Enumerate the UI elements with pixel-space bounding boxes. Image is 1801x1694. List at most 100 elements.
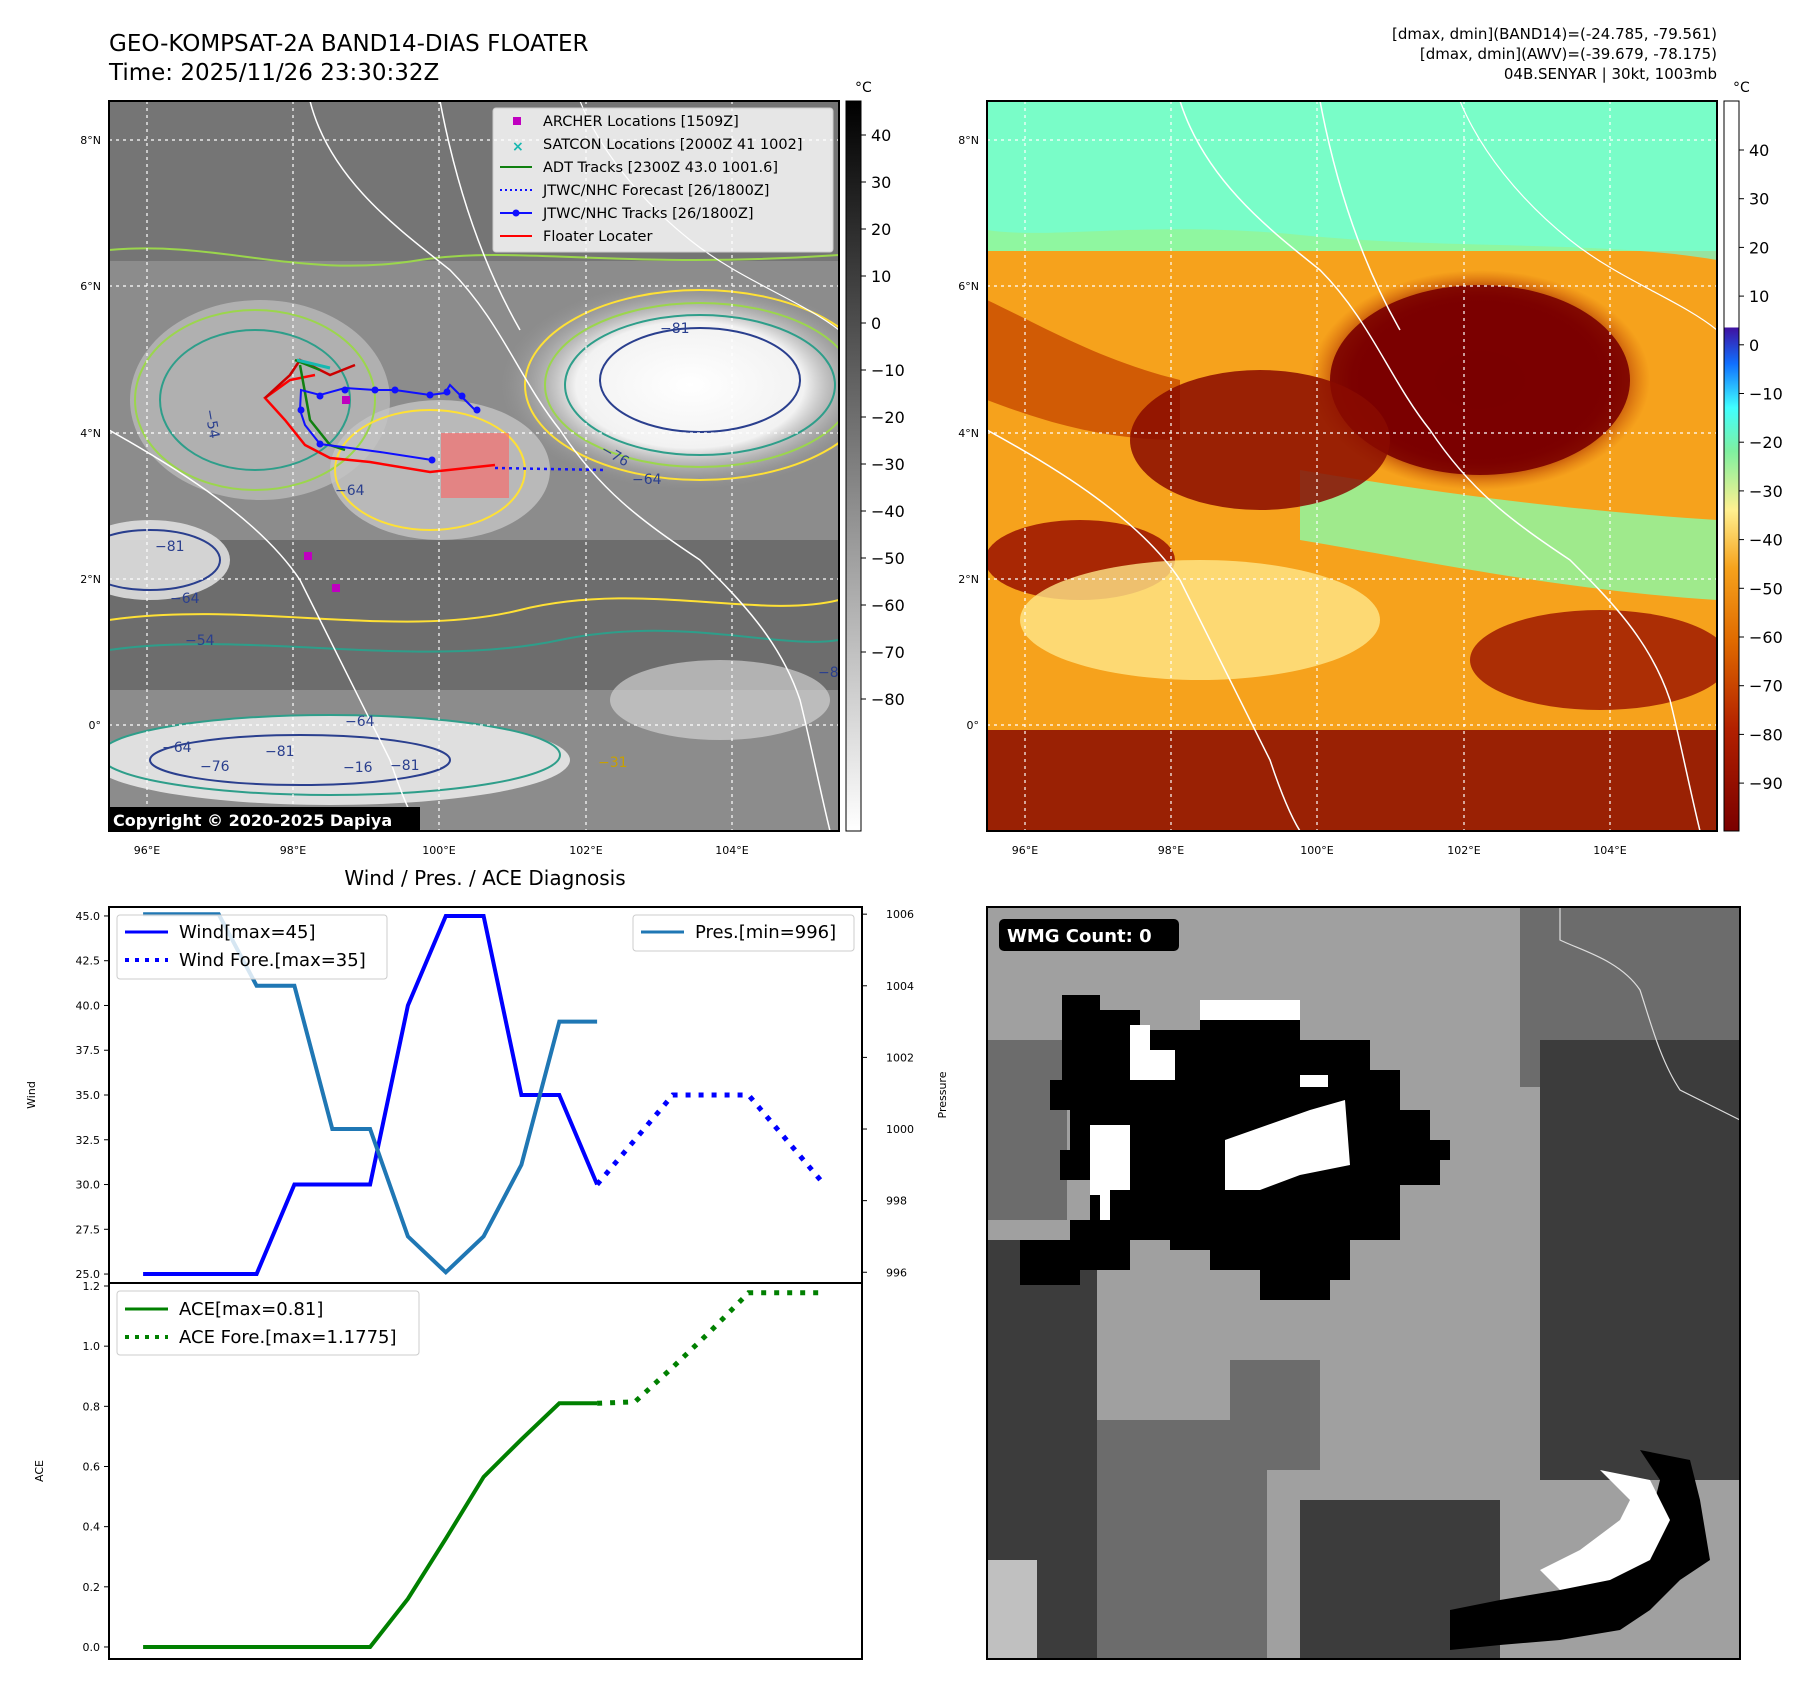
- legend-label: ARCHER Locations [1509Z]: [543, 114, 739, 130]
- legend-label: ADT Tracks [2300Z 43.0 1001.6]: [543, 160, 778, 176]
- ace-axes-frame: [108, 1282, 863, 1660]
- ir-colorbar-tick: −40: [871, 502, 905, 521]
- awv-lon-tick: 102°E: [1447, 844, 1480, 857]
- awv-lon-tick: 100°E: [1300, 844, 1333, 857]
- pressure-tick: 1006: [886, 908, 914, 921]
- ir-lat-tick: 8°N: [80, 134, 101, 147]
- awv-colorbar-tick: −80: [1749, 725, 1783, 744]
- wind-legend-box: [116, 914, 388, 980]
- ir-colorbar-scale: [845, 100, 862, 832]
- awv-lon-tick: 98°E: [1158, 844, 1184, 857]
- awv-colorbar-tick: 30: [1749, 190, 1769, 209]
- wind-tick: 42.5: [76, 955, 101, 968]
- info-line-2: [dmax, dmin](AWV)=(-39.679, -78.175): [1420, 45, 1717, 63]
- wind-tick: 37.5: [76, 1044, 101, 1057]
- pressure-tick: 1004: [886, 980, 914, 993]
- wmg-imagery: [987, 907, 1740, 1659]
- legend-marker-archer: [513, 117, 521, 125]
- awv-colorbar-tick: 10: [1749, 287, 1769, 306]
- wind-tick: 35.0: [76, 1089, 101, 1102]
- wind-axis-label: Wind: [25, 1081, 38, 1109]
- ir-colorbar-tick: 0: [871, 314, 881, 333]
- ir-colorbar-tick: −20: [871, 408, 905, 427]
- ir-colorbar: °C 40 30 20 10 0 −10 −20 −30 −40 −50 −60 −70 −80: [845, 80, 905, 832]
- awv-colorbar-tick: −50: [1749, 579, 1783, 598]
- ace-series-line: [143, 1401, 598, 1649]
- awv-lat-tick: 8°N: [958, 134, 979, 147]
- ir-contour-label: −81: [390, 758, 420, 774]
- ir-lon-tick: 98°E: [280, 844, 306, 857]
- legend-label: JTWC/NHC Tracks [26/1800Z]: [542, 206, 754, 222]
- awv-colorbar-unit: °C: [1733, 80, 1750, 96]
- ir-lon-tick: 104°E: [715, 844, 748, 857]
- wind-tick: 45.0: [76, 910, 101, 923]
- awv-lon-tick: 96°E: [1012, 844, 1038, 857]
- wmg-badge: WMG Count: 0: [1007, 926, 1152, 947]
- ace-tick: 0.2: [83, 1581, 101, 1594]
- awv-lat-tick: 0°: [967, 719, 980, 732]
- ace-tick: 1.0: [83, 1340, 101, 1353]
- ace-legend-box: [116, 1290, 420, 1356]
- wmg-warm-core-se: [1540, 1470, 1670, 1590]
- ir-colorbar-tick: 20: [871, 220, 891, 239]
- ir-colorbar-tick: 30: [871, 173, 891, 192]
- ir-colorbar-tick: −50: [871, 549, 905, 568]
- wind-tick: 27.5: [76, 1223, 101, 1236]
- legend-cross-satcon: ×: [512, 139, 524, 155]
- wmg-warm-core-1: [1130, 1025, 1175, 1080]
- awv-colorbar-tick: −20: [1749, 433, 1783, 452]
- ace-tick: 0.4: [83, 1521, 101, 1534]
- legend-dot-tracks: [512, 209, 520, 217]
- ir-contour-label: −8: [818, 665, 839, 681]
- ir-lon-tick: 102°E: [569, 844, 602, 857]
- legend-wind-fore-label: Wind Fore.[max=35]: [179, 950, 366, 971]
- jtwc-forecast-track: [494, 466, 606, 472]
- info-line-1: [dmax, dmin](BAND14)=(-24.785, -79.561): [1392, 25, 1717, 43]
- pressure-tick: 1002: [886, 1051, 914, 1064]
- ir-contour-label: −64: [170, 591, 200, 607]
- wmg-warm-core-2: [1090, 1125, 1130, 1220]
- ir-map-panel: −81 −76 −64 −54 −64 −81 −64 −54 −64 −76 …: [80, 80, 905, 857]
- archer-points: [304, 396, 350, 592]
- ir-contour-label: −81: [265, 744, 295, 760]
- awv-colorbar-scale: [1723, 100, 1740, 832]
- ir-colorbar-tick: −10: [871, 361, 905, 380]
- awv-colorbar-tick: −40: [1749, 531, 1783, 550]
- ir-lat-tick: 4°N: [80, 427, 101, 440]
- jtwc-track-points: [297, 386, 481, 464]
- awv-colorbar-tick: −70: [1749, 677, 1783, 696]
- title-line-1: GEO-KOMPSAT-2A BAND14-DIAS FLOATER: [109, 31, 589, 57]
- ir-colorbar-tick: −70: [871, 643, 905, 662]
- title-line-2: Time: 2025/11/26 23:30:32Z: [108, 60, 439, 86]
- ir-map-frame: [108, 100, 840, 832]
- ir-legend: × ARCHER Locations [1509Z] SATCON Locati…: [492, 107, 834, 253]
- awv-lon-tick: 104°E: [1593, 844, 1626, 857]
- ir-contour-label: −54: [185, 633, 215, 649]
- awv-colorbar-tick: −60: [1749, 628, 1783, 647]
- ir-lat-tick: 6°N: [80, 280, 101, 293]
- wmg-warm-core-3: [1225, 1100, 1350, 1190]
- awv-colorbar-tick: −30: [1749, 482, 1783, 501]
- ace-tick: 0.6: [83, 1460, 101, 1473]
- ir-legend-box: [492, 107, 834, 253]
- legend-wind-label: Wind[max=45]: [179, 922, 316, 943]
- pressure-tick: 998: [886, 1195, 907, 1208]
- wind-tick: 30.0: [76, 1179, 101, 1192]
- wind-series-forecast-line: [595, 1092, 827, 1187]
- awv-colorbar-tick: −90: [1749, 774, 1783, 793]
- ir-colorbar-tick: 40: [871, 126, 891, 145]
- wind-tick: 40.0: [76, 999, 101, 1012]
- pressure-tick: 1000: [886, 1123, 914, 1136]
- ace-tick: 1.2: [83, 1280, 101, 1293]
- ir-lat-tick: 2°N: [80, 573, 101, 586]
- wmg-badge-bg: [999, 919, 1179, 951]
- diagnosis-panel: Wind / Pres. / ACE Diagnosis Wind Pressu…: [25, 866, 949, 1660]
- pressure-legend-box: [632, 914, 855, 952]
- ir-contour-label: −31: [598, 755, 628, 771]
- ir-contour-label: −54: [201, 408, 222, 440]
- wind-tick: 25.0: [76, 1268, 101, 1281]
- legend-ace-label: ACE[max=0.81]: [179, 1299, 323, 1320]
- wmg-cold-ring-se: [1450, 1450, 1710, 1650]
- ir-lon-tick: 96°E: [134, 844, 160, 857]
